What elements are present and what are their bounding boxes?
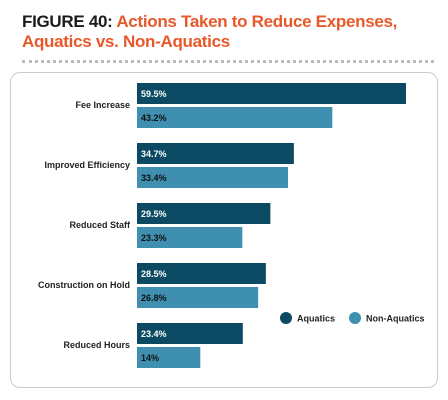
value-label: 26.8% <box>141 293 167 303</box>
title-prefix: FIGURE 40: <box>22 12 113 31</box>
legend-swatch <box>280 312 292 324</box>
category-label: Fee Increase <box>75 100 130 110</box>
value-label: 23.4% <box>141 329 167 339</box>
bar <box>137 83 406 104</box>
value-label: 14% <box>141 353 159 363</box>
bar <box>137 347 201 368</box>
legend-swatch <box>349 312 362 324</box>
divider <box>22 60 434 67</box>
bar <box>137 287 259 308</box>
value-label: 28.5% <box>141 269 167 279</box>
bar <box>137 323 243 344</box>
category-label: Reduced Staff <box>69 220 131 230</box>
chart-card <box>10 72 438 388</box>
category-label: Construction on Hold <box>38 280 130 290</box>
bar <box>137 167 289 188</box>
value-label: 34.7% <box>141 149 167 159</box>
category-label: Improved Efficiency <box>44 160 130 170</box>
bar <box>137 227 243 248</box>
bar <box>137 263 266 284</box>
legend-label: Non-Aquatics <box>366 313 425 323</box>
value-label: 59.5% <box>141 89 167 99</box>
bar <box>137 203 271 224</box>
category-label: Reduced Hours <box>63 340 130 350</box>
bar <box>137 107 333 128</box>
value-label: 43.2% <box>141 113 167 123</box>
chart-title: FIGURE 40: Actions Taken to Reduce Expen… <box>22 12 432 52</box>
value-label: 33.4% <box>141 173 167 183</box>
value-label: 23.3% <box>141 233 167 243</box>
bar <box>137 143 294 164</box>
legend-label: Aquatics <box>297 313 335 323</box>
value-label: 29.5% <box>141 209 167 219</box>
title-text: Actions Taken to Reduce Expenses, Aquati… <box>22 12 398 51</box>
